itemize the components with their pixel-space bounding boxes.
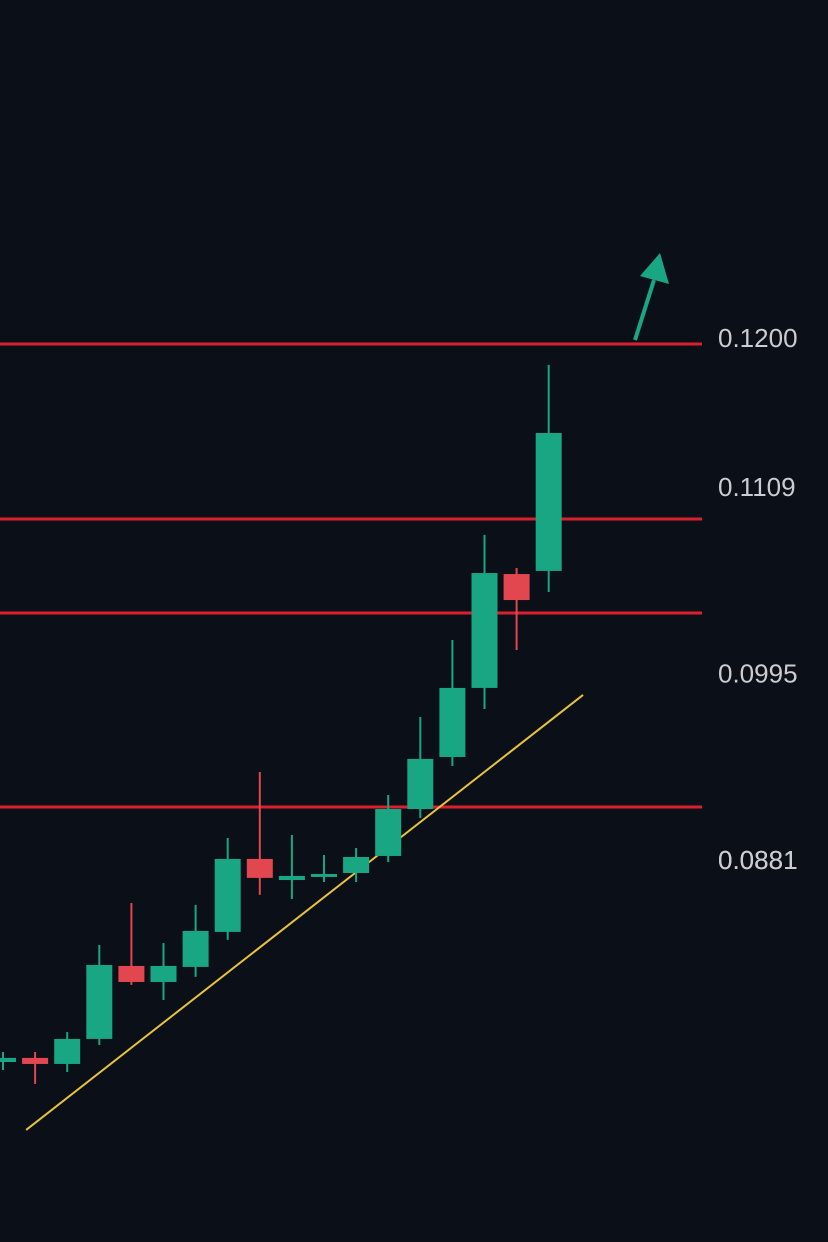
- candle-body: [150, 965, 177, 982]
- y-tick-label: 0.0881: [718, 845, 798, 875]
- candle-body: [407, 758, 434, 810]
- y-tick-label: 0.0995: [718, 659, 798, 689]
- arrow-shaft: [633, 279, 656, 341]
- candle-body: [375, 809, 402, 856]
- candle-body: [0, 1057, 16, 1062]
- candle-body: [246, 858, 273, 878]
- y-tick-label: 0.1200: [718, 323, 798, 353]
- candle-body: [503, 574, 530, 601]
- candle-body: [471, 573, 498, 688]
- candle-body: [86, 964, 113, 1039]
- arrow: [633, 253, 669, 341]
- candle-body: [439, 687, 466, 757]
- candle-body: [22, 1057, 49, 1064]
- y-tick-label: 0.0881: [718, 845, 798, 875]
- candle-body: [182, 930, 209, 967]
- y-tick-label: 0.1109: [718, 472, 796, 502]
- candle-body: [214, 858, 241, 932]
- candle-body: [311, 873, 337, 877]
- candle-body: [535, 432, 562, 571]
- arrow-head: [640, 253, 669, 284]
- candle-body: [278, 875, 305, 881]
- candle-body: [343, 856, 370, 873]
- candle-body: [54, 1038, 81, 1064]
- trend-line: [25, 694, 584, 1131]
- candle-body: [118, 965, 145, 982]
